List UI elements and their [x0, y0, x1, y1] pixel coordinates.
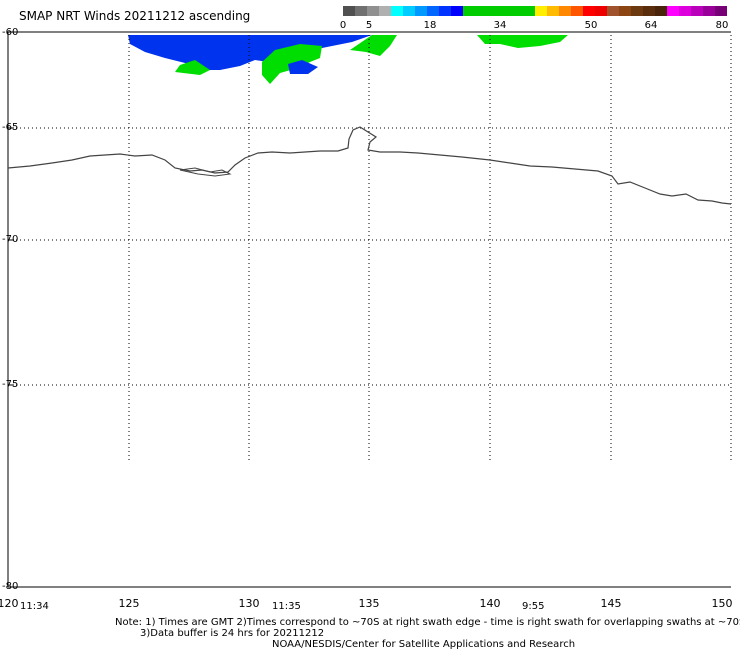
colorbar-segment — [475, 6, 487, 16]
lat-label: -60 — [2, 27, 19, 38]
footnote-line-1: Note: 1) Times are GMT 2)Times correspon… — [115, 617, 740, 628]
lat-gridlines — [8, 127, 731, 386]
antarctic-coastline — [7, 126, 732, 205]
colorbar-segment — [523, 6, 535, 16]
wind-swath-green — [477, 35, 568, 48]
lon-label: 120 — [0, 597, 19, 610]
colorbar-label: 5 — [365, 20, 373, 31]
wind-swath-blue — [128, 35, 372, 70]
map-title: SMAP NRT Winds 20211212 ascending — [19, 9, 251, 23]
lon-label: 135 — [358, 597, 380, 610]
lat-label: -65 — [2, 122, 19, 133]
colorbar-segment — [667, 6, 679, 16]
colorbar-segment — [643, 6, 655, 16]
colorbar-label: 80 — [715, 20, 729, 31]
colorbar-segment — [547, 6, 559, 16]
swath-time: 11:34 — [20, 601, 49, 612]
lat-ticks — [8, 127, 14, 386]
coastline-inlet — [179, 167, 232, 177]
footnote-line-3: NOAA/NESDIS/Center for Satellite Applica… — [272, 639, 576, 650]
colorbar-segment — [619, 6, 631, 16]
swath-time: 9:55 — [522, 601, 545, 612]
colorbar-segment — [367, 6, 379, 16]
colorbar-segment — [715, 6, 727, 16]
colorbar-label: 34 — [493, 20, 507, 31]
lon-gridlines — [128, 35, 732, 463]
colorbar-segment — [607, 6, 619, 16]
colorbar-segment — [391, 6, 403, 16]
colorbar-segment — [559, 6, 571, 16]
colorbar-segment — [595, 6, 607, 16]
wind-swath-green — [175, 60, 210, 75]
lon-label: 145 — [600, 597, 622, 610]
colorbar-label: 64 — [644, 20, 658, 31]
colorbar-segment — [427, 6, 439, 16]
lon-label: 140 — [479, 597, 501, 610]
lat-label: -70 — [2, 234, 19, 245]
colorbar-segment — [487, 6, 499, 16]
colorbar-segment — [583, 6, 595, 16]
colorbar-segment — [631, 6, 643, 16]
colorbar-segment — [655, 6, 667, 16]
colorbar-segment — [451, 6, 463, 16]
colorbar-segment — [691, 6, 703, 16]
wind-swath-blue — [288, 60, 318, 74]
colorbar-segment — [463, 6, 475, 16]
lon-label: 125 — [118, 597, 140, 610]
colorbar-segment — [499, 6, 511, 16]
swath-time: 11:35 — [272, 601, 301, 612]
footnote-line-2: 3)Data buffer is 24 hrs for 20211212 — [140, 628, 325, 639]
lon-label: 130 — [238, 597, 260, 610]
colorbar-label: 50 — [584, 20, 598, 31]
colorbar-segment — [439, 6, 451, 16]
colorbar-segment — [679, 6, 691, 16]
lat-label: -80 — [2, 581, 19, 592]
colorbar-segment — [703, 6, 715, 16]
colorbar-segment — [571, 6, 583, 16]
wind-speed-colorbar — [343, 6, 727, 16]
lon-label: 150 — [711, 597, 733, 610]
colorbar-label: 0 — [339, 20, 347, 31]
colorbar-segment — [535, 6, 547, 16]
colorbar-segment — [379, 6, 391, 16]
colorbar-segment — [355, 6, 367, 16]
lat-label: -75 — [2, 379, 19, 390]
colorbar-label: 18 — [423, 20, 437, 31]
colorbar-segment — [511, 6, 523, 16]
colorbar-segment — [403, 6, 415, 16]
colorbar-segment — [343, 6, 355, 16]
colorbar-segment — [415, 6, 427, 16]
wind-swath-green — [350, 35, 397, 56]
